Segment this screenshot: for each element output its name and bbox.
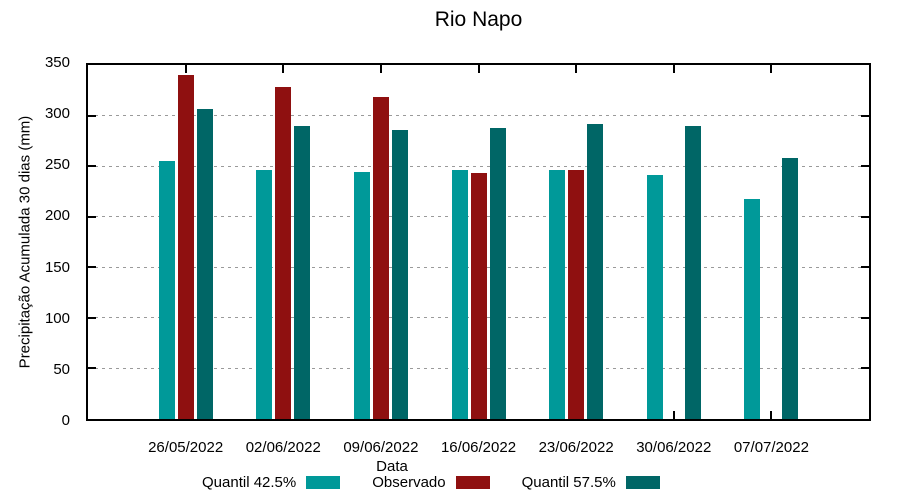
x-tick-label: 16/06/2022 [440,439,517,456]
bar-quantil-57.5- [489,127,506,419]
legend-label: Observado [372,474,446,491]
y-tick-mark [861,367,869,370]
bar-quantil-57.5- [782,158,799,419]
bar-observado [470,173,487,419]
legend-swatch [625,476,660,489]
x-tick-label: 26/05/2022 [148,439,224,456]
bar-quantil-42.5- [744,198,761,419]
bar-quantil-42.5- [256,170,273,419]
y-tick-mark [88,316,96,319]
legend-entry: Observado [372,474,490,491]
chart-title: Rio Napo [434,8,523,31]
legend-entry: Quantil 57.5% [522,474,660,491]
y-tick-mark [861,215,869,218]
bar-observado [372,97,389,419]
x-tick-label: 02/06/2022 [245,439,321,456]
y-tick-mark [88,367,96,370]
bar-quantil-42.5- [158,161,175,419]
y-tick-mark [861,165,869,168]
y-tick-label: 150 [44,258,70,276]
x-tick-mark [770,411,773,419]
bar-observado [568,170,585,419]
x-axis-label: Data [376,458,408,475]
legend-label: Quantil 57.5% [521,474,616,491]
x-tick-mark [379,65,382,73]
y-tick-mark [861,316,869,319]
y-tick-mark [88,215,96,218]
bar-quantil-57.5- [587,123,604,419]
x-axis-ticks: 26/05/2022 02/06/2022 09/06/2022 16/06/2022… [88,424,869,456]
y-tick-label: 300 [44,105,70,123]
x-tick-label: 30/06/2022 [636,439,712,456]
x-tick-mark [672,411,675,419]
y-tick-mark [861,114,869,117]
x-tick-mark [477,65,480,73]
bar-quantil-42.5- [353,172,370,419]
x-tick-mark [575,65,578,73]
bar-quantil-57.5- [391,129,408,419]
y-tick-mark [88,114,96,117]
x-tick-mark [672,65,675,73]
legend-entry: Quantil 42.5% [202,474,341,491]
x-tick-label: 09/06/2022 [343,439,419,456]
bar-quantil-42.5- [646,175,663,419]
x-tick-label: 23/06/2022 [538,439,614,456]
legend-swatch [455,476,490,489]
y-tick-label: 50 [53,360,70,378]
y-tick-label: 250 [44,156,70,174]
y-tick-mark [88,165,96,168]
y-tick-label: 350 [44,54,70,71]
y-axis-ticks: 0 50 100 150 200 250 300 350 [0,54,70,429]
x-tick-label: 07/07/2022 [733,439,809,456]
bar-quantil-57.5- [294,125,311,419]
plot-area [86,63,871,421]
y-tick-label: 100 [44,309,70,327]
legend-label: Quantil 42.5% [202,474,297,491]
bar-quantil-57.5- [684,125,701,419]
y-tick-mark [861,266,869,269]
x-tick-mark [282,65,285,73]
bar-quantil-57.5- [196,108,213,419]
gridline [88,165,869,167]
bar-quantil-42.5- [549,170,566,419]
legend: Quantil 42.5% Observado Quantil 57.5% [202,474,660,491]
y-tick-label: 200 [44,207,70,225]
y-tick-label: 0 [61,412,70,429]
y-tick-mark [88,266,96,269]
gridline [88,115,869,117]
x-tick-mark [770,65,773,73]
x-tick-mark [184,65,187,73]
bar-quantil-42.5- [451,170,468,419]
legend-swatch [306,476,341,489]
bar-observado [275,87,292,419]
bar-observado [177,75,194,419]
